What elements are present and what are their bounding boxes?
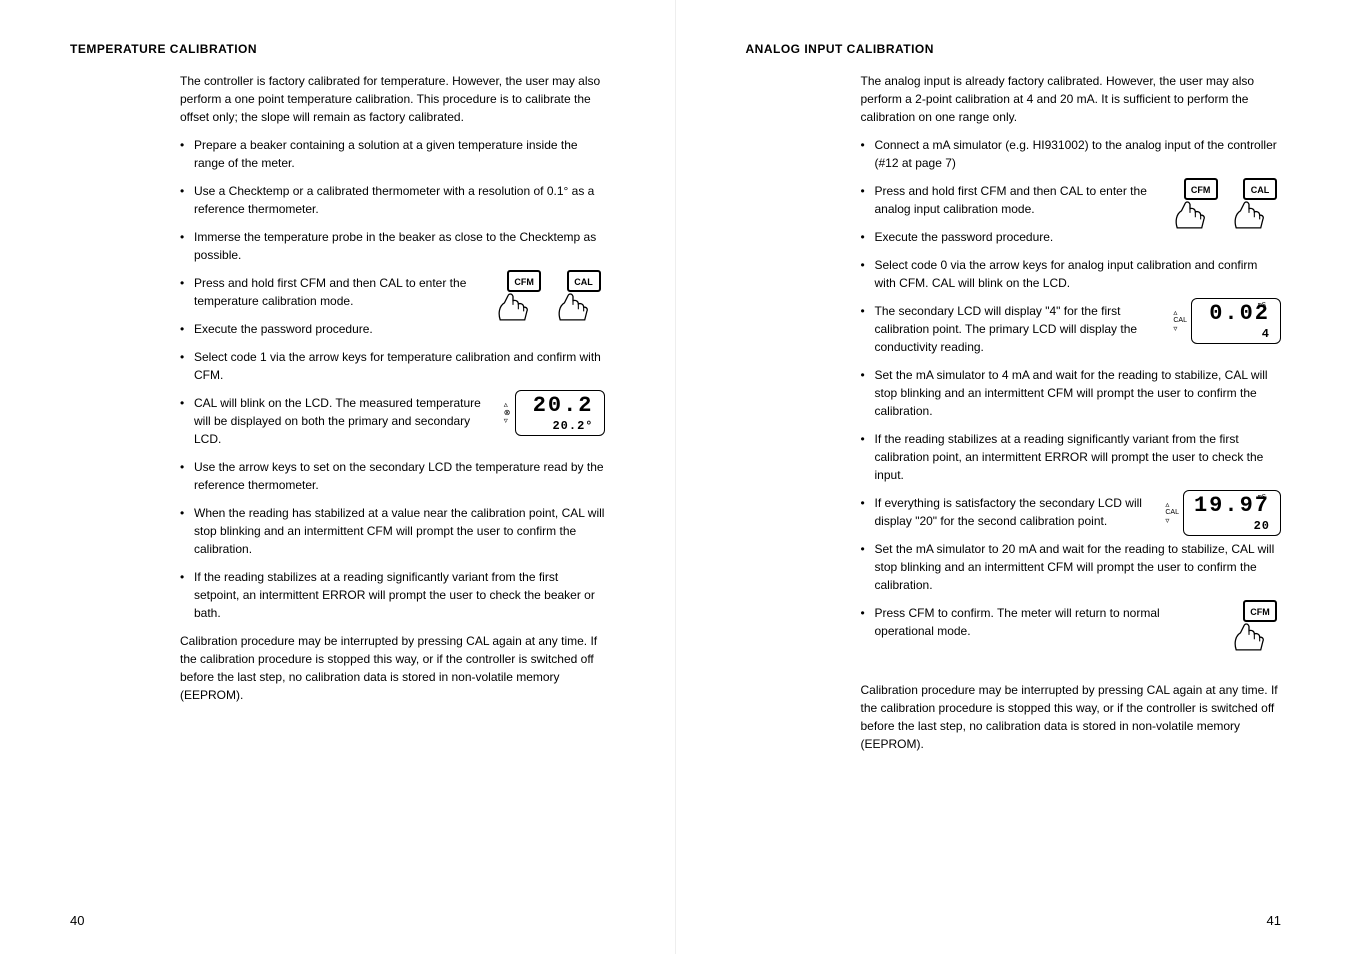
- key-label: CFM: [1184, 178, 1218, 200]
- bullet-item: Execute the password procedure.: [861, 228, 1282, 246]
- section-heading-right: ANALOG INPUT CALIBRATION: [746, 40, 1282, 58]
- lcd-box: 20.2 20.2°: [515, 390, 605, 436]
- lcd-display-1: ▵⊗▿ 20.2 20.2°: [504, 390, 605, 436]
- page-spread: TEMPERATURE CALIBRATION The controller i…: [0, 0, 1351, 954]
- bullet-item: CFM CAL Press and hold first CFM and the…: [861, 182, 1282, 218]
- hand-icon: [553, 290, 593, 322]
- hand-icon: [1229, 198, 1269, 230]
- hand-icon: [1229, 620, 1269, 652]
- bullet-text: Execute the password procedure.: [194, 322, 373, 336]
- cal-button-icon: CAL: [553, 270, 601, 322]
- bullet-item: ▵CAL▿ mS 19.97 20 If everything is satis…: [861, 494, 1282, 530]
- bullet-text: Press and hold first CFM and then CAL to…: [875, 184, 1147, 216]
- bullet-list-left: Prepare a beaker containing a solution a…: [180, 136, 605, 622]
- key-label: CFM: [1243, 600, 1277, 622]
- lcd-secondary: 20.2°: [526, 419, 594, 433]
- cal-button-icon: CAL: [1229, 178, 1277, 230]
- bullet-text: Execute the password procedure.: [875, 230, 1054, 244]
- bullet-item: Select code 1 via the arrow keys for tem…: [180, 348, 605, 384]
- arrow-icons: ▵CAL▿: [1173, 309, 1187, 333]
- lcd-unit-icon: mS: [1258, 301, 1266, 312]
- bullet-text: Press and hold first CFM and then CAL to…: [194, 276, 466, 308]
- key-label: CFM: [507, 270, 541, 292]
- bullet-item: Set the mA simulator to 4 mA and wait fo…: [861, 366, 1282, 420]
- bullet-item: Use the arrow keys to set on the seconda…: [180, 458, 605, 494]
- bullet-item: If the reading stabilizes at a reading s…: [180, 568, 605, 622]
- bullet-item: ▵⊗▿ 20.2 20.2° CAL will blink on the LCD…: [180, 394, 605, 448]
- page-number-right: 41: [1267, 911, 1281, 931]
- bullet-text: Immerse the temperature probe in the bea…: [194, 230, 596, 262]
- lcd-secondary: 4: [1202, 327, 1270, 341]
- bullet-text: Set the mA simulator to 20 mA and wait f…: [875, 542, 1275, 592]
- arrow-icons: ▵CAL▿: [1165, 501, 1179, 525]
- bullet-item: If the reading stabilizes at a reading s…: [861, 430, 1282, 484]
- bullet-item: ▵CAL▿ mS 0.02 4 The secondary LCD will d…: [861, 302, 1282, 356]
- cfm-button-icon: CFM: [1229, 600, 1277, 652]
- body-right: The analog input is already factory cali…: [861, 72, 1282, 753]
- bullet-item: Connect a mA simulator (e.g. HI931002) t…: [861, 136, 1282, 172]
- cfm-button-icon: CFM: [1170, 178, 1218, 230]
- closing-left: Calibration procedure may be interrupted…: [180, 632, 605, 704]
- bullet-item: Use a Checktemp or a calibrated thermome…: [180, 182, 605, 218]
- arrow-icons: ▵⊗▿: [504, 401, 511, 425]
- bullet-text: CAL will blink on the LCD. The measured …: [194, 396, 481, 446]
- bullet-text: Prepare a beaker containing a solution a…: [194, 138, 578, 170]
- page-number-left: 40: [70, 911, 84, 931]
- bullet-text: Select code 1 via the arrow keys for tem…: [194, 350, 601, 382]
- hand-icon: [1170, 198, 1210, 230]
- lcd-unit-icon: mS: [1258, 493, 1266, 504]
- bullet-item: Immerse the temperature probe in the bea…: [180, 228, 605, 264]
- bullet-text: If everything is satisfactory the second…: [875, 496, 1142, 528]
- bullet-item: Set the mA simulator to 20 mA and wait f…: [861, 540, 1282, 594]
- key-label: CAL: [567, 270, 601, 292]
- bullet-item: Prepare a beaker containing a solution a…: [180, 136, 605, 172]
- lcd-box: mS 19.97 20: [1183, 490, 1281, 536]
- intro-right: The analog input is already factory cali…: [861, 72, 1282, 126]
- hand-icon: [493, 290, 533, 322]
- button-pair-cfm-cal: CFM CAL: [1166, 178, 1281, 235]
- bullet-text: When the reading has stabilized at a val…: [194, 506, 604, 556]
- bullet-list-right: Connect a mA simulator (e.g. HI931002) t…: [861, 136, 1282, 640]
- bullet-text: Use the arrow keys to set on the seconda…: [194, 460, 604, 492]
- lcd-box: mS 0.02 4: [1191, 298, 1281, 344]
- key-label: CAL: [1243, 178, 1277, 200]
- button-pair-cfm-cal: CFM CAL: [489, 270, 604, 327]
- bullet-item: CFM Press CFM to confirm. The meter will…: [861, 604, 1282, 640]
- cfm-button-icon: CFM: [493, 270, 541, 322]
- bullet-item: When the reading has stabilized at a val…: [180, 504, 605, 558]
- intro-left: The controller is factory calibrated for…: [180, 72, 605, 126]
- closing-right: Calibration procedure may be interrupted…: [861, 681, 1282, 753]
- section-heading-left: TEMPERATURE CALIBRATION: [70, 40, 605, 58]
- bullet-text: Press CFM to confirm. The meter will ret…: [875, 606, 1160, 638]
- page-40: TEMPERATURE CALIBRATION The controller i…: [0, 0, 676, 954]
- bullet-item: Select code 0 via the arrow keys for ana…: [861, 256, 1282, 292]
- bullet-item: Execute the password procedure.: [180, 320, 605, 338]
- bullet-text: If the reading stabilizes at a reading s…: [194, 570, 595, 620]
- bullet-text: Connect a mA simulator (e.g. HI931002) t…: [875, 138, 1277, 170]
- bullet-text: Use a Checktemp or a calibrated thermome…: [194, 184, 594, 216]
- bullet-text: Set the mA simulator to 4 mA and wait fo…: [875, 368, 1268, 418]
- lcd-primary: 20.2: [526, 395, 594, 417]
- cfm-button-single: CFM: [1225, 600, 1281, 657]
- lcd-secondary: 20: [1194, 519, 1270, 533]
- lcd-display-r2: ▵CAL▿ mS 19.97 20: [1165, 490, 1281, 536]
- lcd-display-r1: ▵CAL▿ mS 0.02 4: [1173, 298, 1281, 344]
- bullet-text: If the reading stabilizes at a reading s…: [875, 432, 1264, 482]
- bullet-text: Select code 0 via the arrow keys for ana…: [875, 258, 1258, 290]
- page-41: ANALOG INPUT CALIBRATION The analog inpu…: [676, 0, 1351, 954]
- body-left: The controller is factory calibrated for…: [180, 72, 605, 704]
- bullet-item: CFM CAL Press and hold first CFM and the…: [180, 274, 605, 310]
- bullet-text: The secondary LCD will display "4" for t…: [875, 304, 1138, 354]
